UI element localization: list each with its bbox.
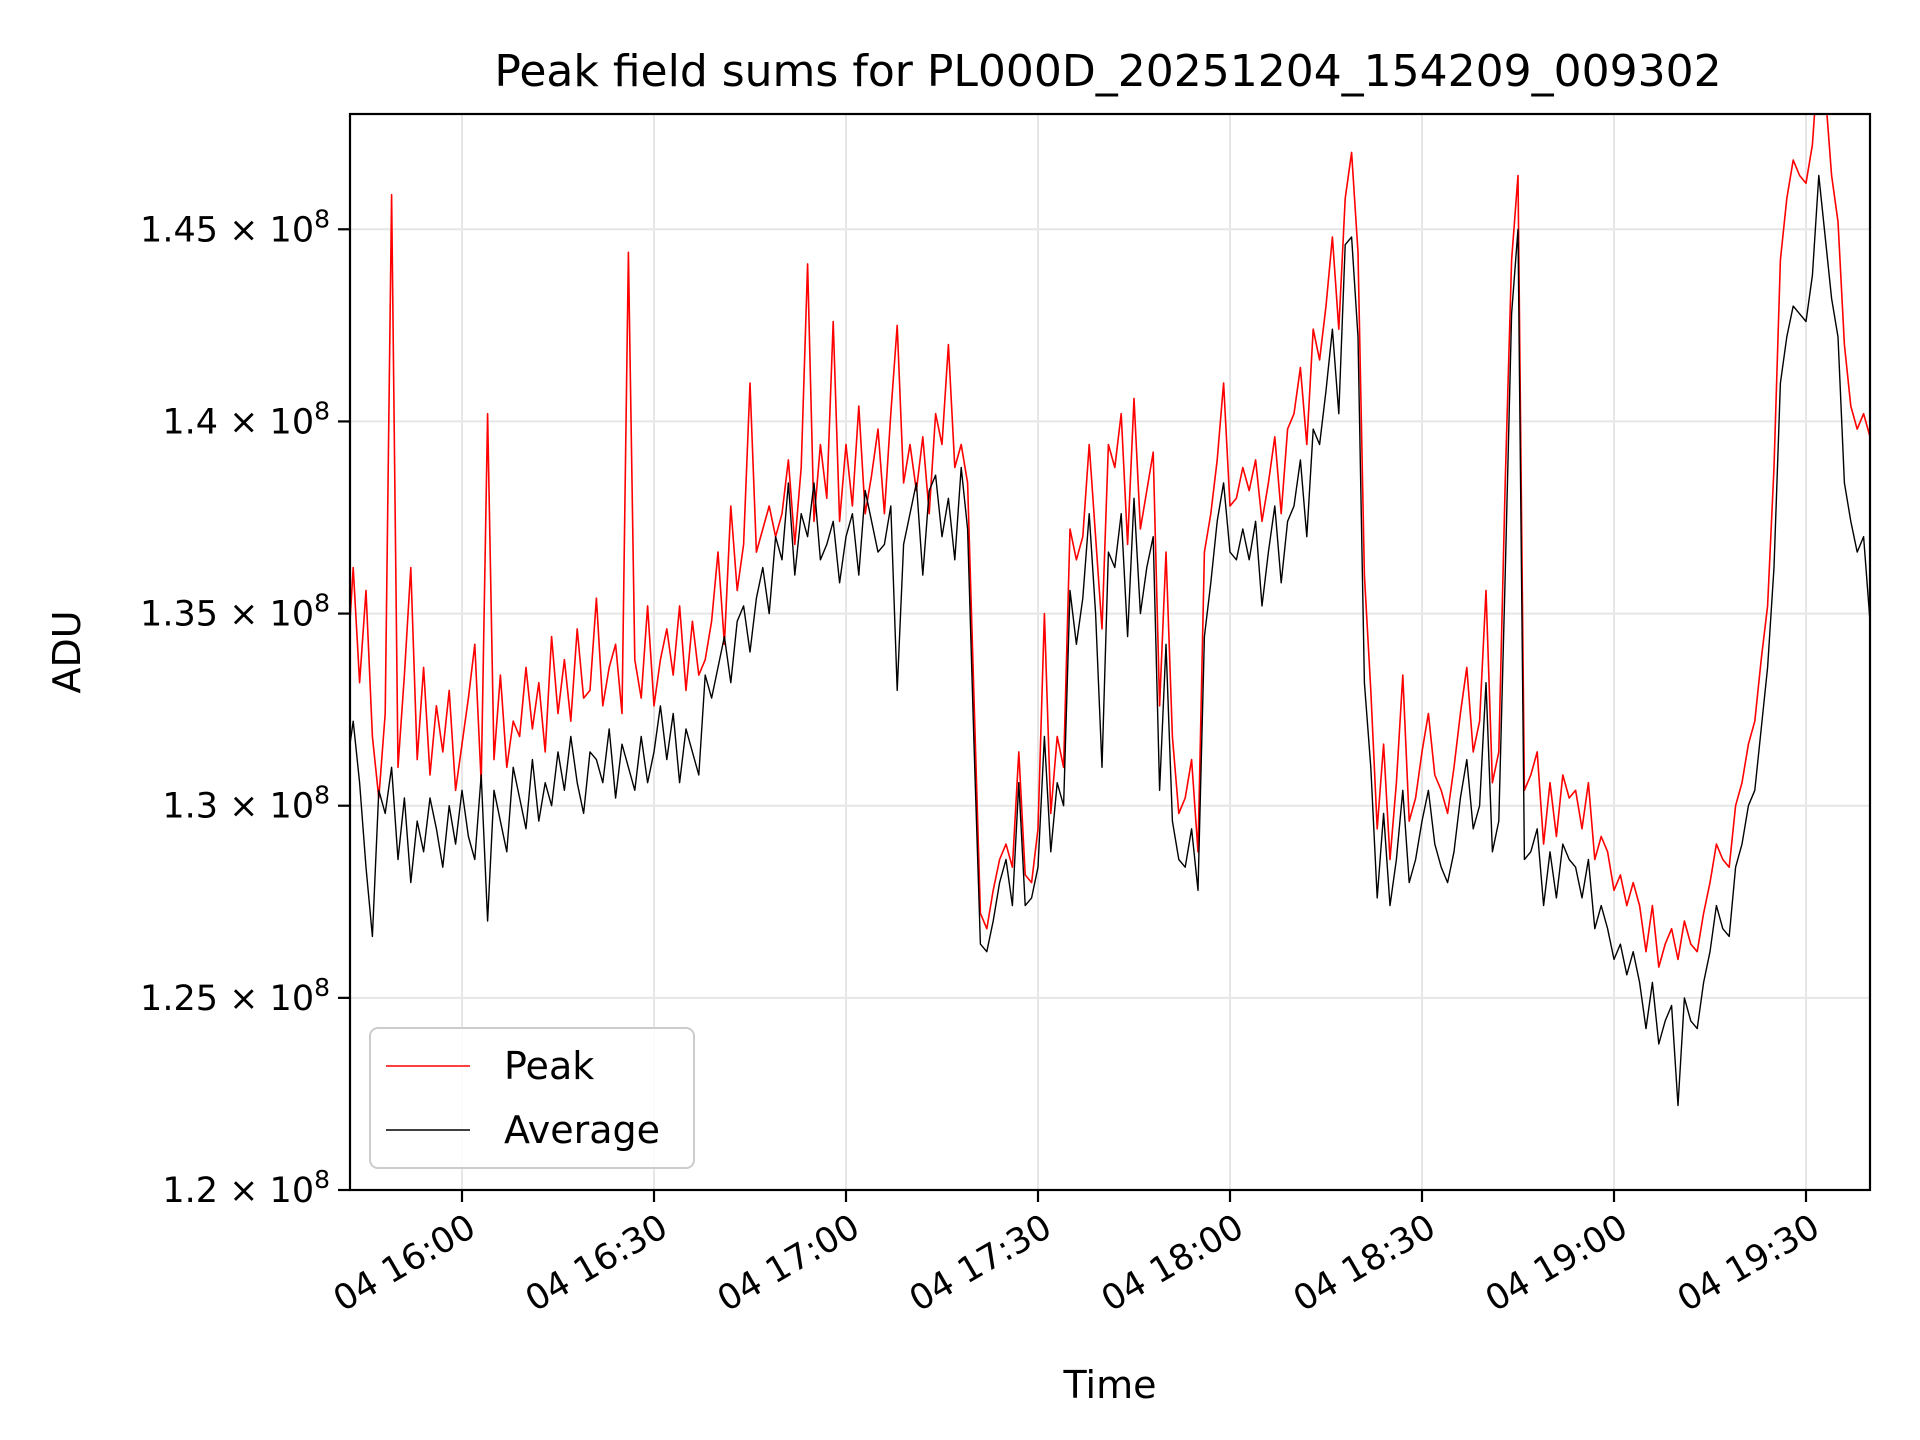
y-tick-label: 1.35 × 108 xyxy=(140,589,330,635)
legend-box xyxy=(369,1027,695,1169)
y-axis-label: ADU xyxy=(45,610,89,693)
y-axis-ticks: 1.2 × 108 1.25 × 108 1.3 × 108 1.35 × 108 1.… xyxy=(140,204,350,1211)
y-tick-label: 1.3 × 108 xyxy=(162,781,330,827)
y-tick-label: 1.45 × 108 xyxy=(140,204,330,250)
plot-area-frame xyxy=(348,112,1872,1192)
series-layer xyxy=(350,114,1870,1107)
series-line-average xyxy=(350,174,1870,1107)
x-axis-label: Time xyxy=(1063,1363,1157,1407)
chart-title: Peak field sums for PL000D_20251204_1542… xyxy=(494,46,1721,97)
legend-label-peak: Peak xyxy=(504,1044,594,1088)
legend: Peak Average xyxy=(369,1027,695,1169)
y-tick-label: 1.25 × 108 xyxy=(140,973,330,1019)
series-line-peak xyxy=(350,114,1870,968)
y-tick-label: 1.2 × 108 xyxy=(162,1165,330,1211)
y-tick-label: 1.4 × 108 xyxy=(162,396,330,442)
legend-label-average: Average xyxy=(504,1108,660,1152)
